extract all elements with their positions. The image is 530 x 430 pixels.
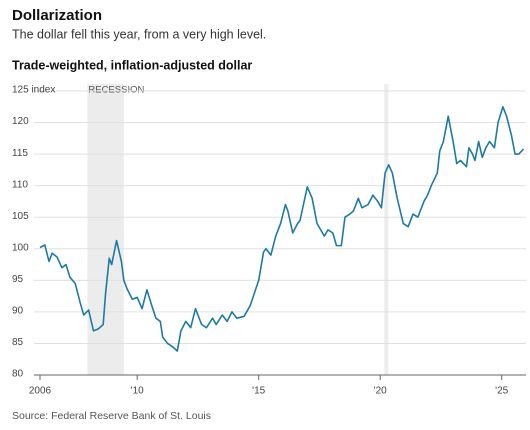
x-tick-label: '20 [374,386,387,397]
x-tick-label: '15 [252,386,265,397]
plot-title: Trade-weighted, inflation-adjusted dolla… [12,58,252,72]
recession-band [384,84,389,375]
x-tick-label: '10 [131,386,144,397]
chart-subtitle: The dollar fell this year, from a very h… [12,27,266,41]
y-tick-label: 85 [12,337,24,348]
source-note: Source: Federal Reserve Bank of St. Loui… [12,410,211,422]
plot-area: RECESSION 80 85 90 95 100 105 110 115 120 125 inde… [12,84,526,397]
y-tick-label: 115 [12,148,28,159]
y-tick-label: 120 [12,116,29,127]
data-line [39,105,525,352]
recession-band [87,84,124,375]
x-tick-label: '25 [495,386,508,397]
y-tick-label: 95 [12,274,24,285]
y-tick-label: 90 [12,306,24,317]
y-tick-label: 105 [12,211,29,222]
x-tick-label: 2006 [29,386,52,397]
y-tick-label: 80 [12,369,24,380]
y-tick-label: 110 [12,179,28,190]
recession-label: RECESSION [88,85,144,96]
chart-title: Dollarization [12,7,102,24]
y-tick-label: 100 [12,242,29,253]
y-tick-label: 125 index [12,85,55,96]
